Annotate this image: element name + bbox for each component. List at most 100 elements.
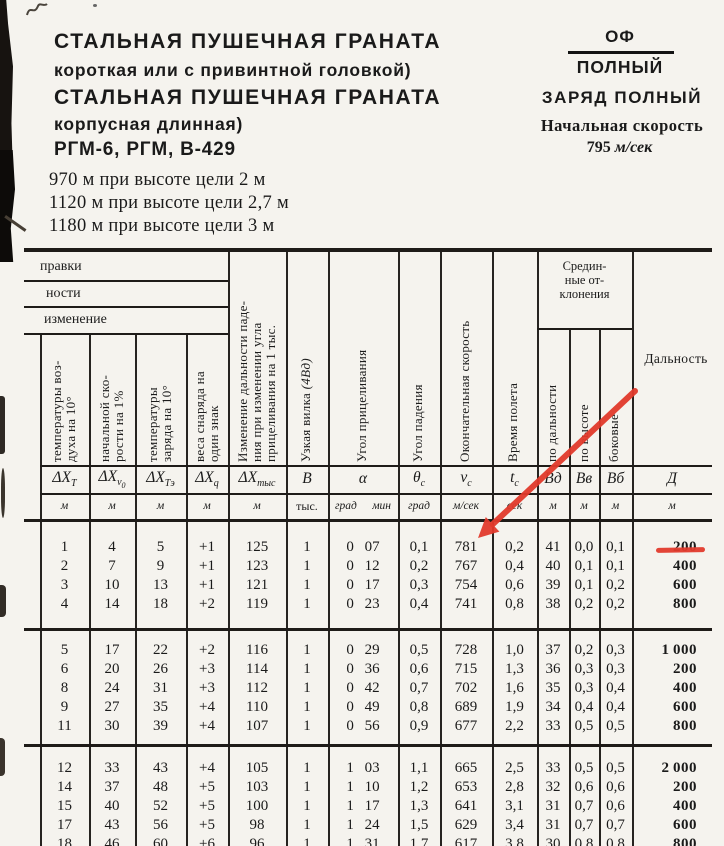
table-vline [632, 250, 634, 846]
symbol-vv: Вв [575, 470, 593, 487]
cell-dx-tz: 39 [153, 718, 168, 734]
cell-dx-tys: 107 [245, 718, 269, 734]
cell-d: 200 [673, 539, 697, 555]
table-hline [24, 744, 712, 747]
cell-fork: 1 [303, 718, 311, 734]
cell-vv: 0,8 [574, 836, 594, 846]
cell-dx-t: 17 [57, 817, 72, 833]
direct-fire-range-line: 970 м при высоте цели 2 м [49, 170, 266, 190]
cell-v-c: 641 [454, 798, 478, 814]
cell-vd: 36 [545, 661, 561, 677]
cell-t-c: 0,6 [505, 577, 524, 593]
cell-dx-tys: 100 [245, 798, 269, 814]
cell-dx-tys: 121 [245, 577, 269, 593]
pencil-squiggle [26, 3, 48, 16]
symbol-t-c: tс [510, 468, 519, 490]
symbol-theta-c: θс [412, 468, 426, 490]
symbol-fork: В [302, 470, 312, 487]
cell-vd: 33 [545, 760, 561, 776]
table-row: 6 20 26 +3 114 1 0 36 0,6 715 1,3 36 0,3 0,3 200 [24, 660, 712, 679]
fuze-models: РГМ-6, РГМ, В-429 [54, 139, 236, 160]
cell-dx-tys: 105 [245, 760, 269, 776]
cell-dx-q: +1 [199, 558, 215, 574]
cell-theta-c: 0,5 [409, 642, 429, 658]
col-header-terminal-velocity: Окончательная скорость [457, 320, 472, 462]
cell-vb: 0,6 [606, 779, 625, 795]
shell-type-code: ОФ [605, 27, 635, 46]
cell-dx-q: +3 [199, 661, 215, 677]
symbol-v-c: vс [460, 468, 472, 490]
cell-v-c: 767 [454, 558, 478, 574]
cell-dx-t: 8 [60, 680, 69, 696]
cell-dx-v0: 17 [104, 642, 120, 658]
cell-t-c: 1,0 [505, 642, 524, 658]
table-hline [40, 493, 712, 495]
stub-line-2: ности [46, 286, 81, 301]
cell-theta-c: 0,4 [409, 596, 429, 612]
symbol-dx-tys: ΔXтыс [238, 468, 276, 490]
cell-d: 2 000 [661, 760, 697, 776]
cell-t-c: 3,8 [505, 836, 524, 846]
table-vline [186, 333, 188, 846]
table-hline [40, 465, 712, 467]
symbol-dx-tz: ΔXТэ [146, 468, 175, 490]
cell-dx-v0: 40 [104, 798, 120, 814]
table-vline [569, 328, 571, 846]
cell-vv: 0,2 [574, 596, 594, 612]
cell-v-c: 715 [454, 661, 478, 677]
shell-title-2: СТАЛЬНАЯ ПУШЕЧНАЯ ГРАНАТА [54, 86, 442, 109]
table-row: 14 37 48 +5 103 1 1 10 1,2 653 2,8 32 0,6 0,6 200 [24, 778, 712, 797]
cell-theta-c: 0,1 [409, 539, 429, 555]
cell-theta-c: 1,3 [409, 798, 429, 814]
table-row: 11 30 39 +4 107 1 0 56 0,9 677 2,2 33 0,5 0,5 800 [24, 717, 712, 736]
unit-dx-tz: м [156, 500, 165, 512]
col-header-deviation-range: по дальности [544, 384, 559, 462]
direct-fire-range-line: 1120 м при высоте цели 2,7 м [49, 193, 289, 213]
cell-dx-t: 5 [60, 642, 69, 658]
cell-dx-q: +4 [199, 699, 215, 715]
cell-t-c: 2,8 [505, 779, 524, 795]
table-row-group-2: 5 17 22 +2 116 1 0 29 0,5 728 1,0 37 0,2 0,3 1 000 6 20… [24, 631, 712, 736]
cell-alpha: 0 49 [346, 699, 380, 715]
unit-alpha: град мин [335, 500, 391, 512]
table-hline [24, 248, 712, 252]
cell-dx-tz: 9 [156, 558, 165, 574]
cell-vd: 40 [545, 558, 561, 574]
cell-vd: 32 [545, 779, 561, 795]
cell-t-c: 2,2 [505, 718, 524, 734]
col-header-flight-time: Время полета [505, 382, 520, 462]
cell-vv: 0,7 [574, 817, 594, 833]
cell-alpha: 1 17 [346, 798, 380, 814]
table-vline [599, 328, 601, 846]
unit-vb: м [611, 500, 620, 512]
col-header-narrow-fork: Узкая вилка (4Вд) [298, 358, 313, 462]
symbol-d: Д [667, 470, 677, 487]
cell-vb: 0,5 [606, 718, 625, 734]
table-vline [89, 333, 91, 846]
cell-dx-v0: 46 [104, 836, 120, 846]
cell-dx-tys: 103 [245, 779, 269, 795]
table-hline [24, 306, 228, 308]
cell-vb: 0,4 [606, 699, 625, 715]
cell-dx-tys: 123 [245, 558, 269, 574]
cell-dx-v0: 37 [104, 779, 120, 795]
direct-fire-range-line: 1180 м при высоте цели 3 м [49, 216, 275, 236]
cell-fork: 1 [303, 642, 311, 658]
cell-vb: 0,8 [606, 836, 625, 846]
cell-dx-v0: 20 [104, 661, 120, 677]
cell-dx-tz: 31 [153, 680, 168, 696]
shell-title-1: СТАЛЬНАЯ ПУШЕЧНАЯ ГРАНАТА [54, 30, 442, 53]
cell-vb: 0,1 [606, 558, 625, 574]
table-row: 15 40 52 +5 100 1 1 17 1,3 641 3,1 31 0,7 0,6 400 [24, 797, 712, 816]
cell-vd: 39 [545, 577, 561, 593]
cell-alpha: 1 31 [346, 836, 380, 846]
cell-dx-tys: 98 [249, 817, 265, 833]
cell-t-c: 3,1 [505, 798, 524, 814]
cell-dx-t: 6 [60, 661, 69, 677]
shell-subtitle-2: корпусная длинная) [54, 114, 244, 134]
cell-vd: 38 [545, 596, 561, 612]
cell-dx-q: +2 [199, 596, 215, 612]
scan-edge-mark [0, 585, 6, 617]
cell-d: 200 [673, 661, 697, 677]
